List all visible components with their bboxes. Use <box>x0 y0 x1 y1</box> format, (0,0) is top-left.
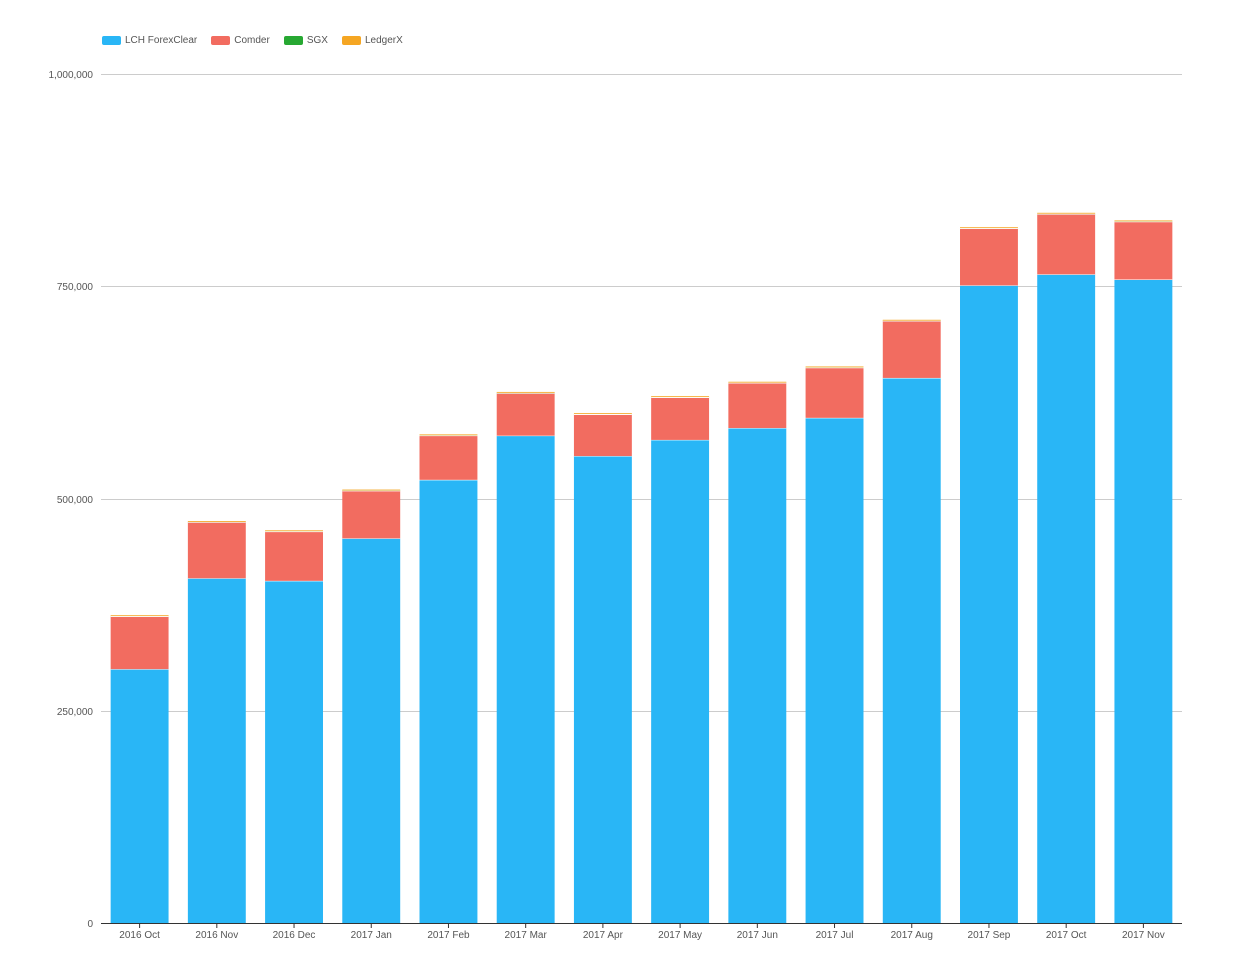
bar-segment <box>805 367 864 418</box>
bar-segment <box>1037 212 1096 214</box>
bar-segment <box>342 489 401 491</box>
bar-layer <box>110 212 1173 924</box>
x-tick-label: 2017 Jul <box>816 930 854 941</box>
x-tick-label: 2017 Feb <box>427 930 470 941</box>
legend-swatch-sgx <box>283 36 303 45</box>
bar-segment <box>265 530 323 532</box>
bar-segment <box>419 434 478 436</box>
bar-segment <box>1114 220 1173 222</box>
grid-layer <box>101 74 1182 712</box>
legend-item-lch-forexclear[interactable]: LCH ForexClear <box>102 35 197 46</box>
axis-layer: 0 250,000 500,000 750,000 1,000,000 2016 Oct 2… <box>49 70 1182 941</box>
bar-segment <box>342 490 401 539</box>
bar-segment <box>342 538 401 923</box>
x-tick-label: 2016 Dec <box>273 930 316 941</box>
bar-segment <box>187 578 246 923</box>
bar-segment <box>1114 221 1173 280</box>
bar-segment <box>496 435 555 923</box>
x-tick-label: 2017 Aug <box>891 930 933 941</box>
bar-segment <box>496 393 555 436</box>
bar-segment <box>1037 274 1096 923</box>
y-tick-label: 250,000 <box>57 707 94 718</box>
bar-segment <box>496 391 555 393</box>
legend-label-lch-forexclear: LCH ForexClear <box>125 35 198 46</box>
bar-segment <box>1037 214 1096 275</box>
y-tick-label: 750,000 <box>57 282 94 293</box>
bar-segment <box>960 227 1018 229</box>
bar-segment <box>1114 279 1173 924</box>
legend: LCH ForexClear Comder SGX LedgerX <box>102 35 417 46</box>
bar-segment <box>651 439 710 923</box>
legend-label-sgx: SGX <box>306 35 328 46</box>
x-tick-label: 2017 May <box>658 930 702 941</box>
bar-segment <box>265 531 323 581</box>
bar-segment <box>419 479 478 923</box>
x-tick-label: 2017 Nov <box>1122 930 1165 941</box>
bar-segment <box>960 228 1018 286</box>
legend-swatch-comder <box>211 36 231 45</box>
x-tick-label: 2016 Oct <box>119 930 160 941</box>
bar-segment <box>728 381 787 383</box>
bar-segment <box>187 521 246 522</box>
bar-segment <box>573 456 632 923</box>
bar-segment <box>882 319 941 321</box>
bar-segment <box>960 285 1018 923</box>
bar-segment <box>882 377 941 923</box>
bar-segment <box>110 616 169 670</box>
bar-segment <box>651 397 710 440</box>
legend-label-comder: Comder <box>234 35 270 46</box>
bar-segment <box>651 396 710 398</box>
legend-item-sgx[interactable]: SGX <box>283 35 328 46</box>
y-tick-label: 500,000 <box>57 495 94 506</box>
legend-label-ledgerx: LedgerX <box>364 35 403 46</box>
bar-segment <box>419 435 478 480</box>
y-tick-label: 1,000,000 <box>49 70 94 81</box>
bar-segment <box>882 321 941 378</box>
bar-segment <box>187 522 246 579</box>
legend-swatch-ledgerx <box>341 36 361 45</box>
bar-segment <box>728 383 787 429</box>
bar-segment <box>573 414 632 457</box>
legend-swatch-lch-forexclear <box>102 36 121 45</box>
bar-segment <box>265 580 323 923</box>
legend-item-comder[interactable]: Comder <box>211 35 270 46</box>
x-tick-label: 2017 Jun <box>737 930 778 941</box>
x-tick-label: 2017 Apr <box>583 930 624 941</box>
bar-segment <box>728 428 787 923</box>
x-tick-label: 2017 Jan <box>351 930 392 941</box>
x-tick-label: 2017 Sep <box>968 930 1011 941</box>
bar-segment <box>573 413 632 415</box>
bar-segment <box>110 669 169 923</box>
bar-segment <box>805 417 864 923</box>
legend-item-ledgerx[interactable]: LedgerX <box>341 35 403 46</box>
x-tick-label: 2016 Nov <box>195 930 238 941</box>
x-tick-label: 2017 Mar <box>505 930 548 941</box>
x-tick-label: 2017 Oct <box>1046 930 1087 941</box>
y-tick-label: 0 <box>87 919 93 930</box>
bar-segment <box>805 366 864 368</box>
bar-segment <box>110 615 169 617</box>
